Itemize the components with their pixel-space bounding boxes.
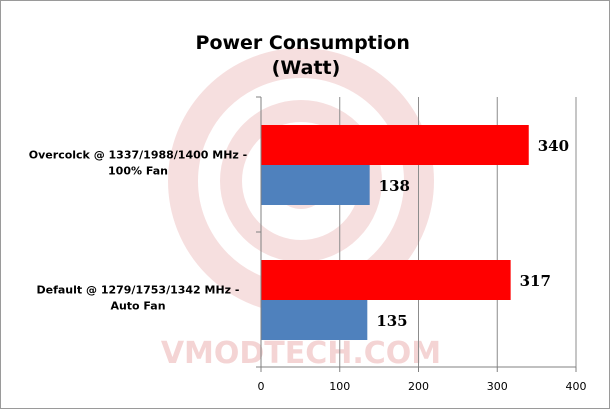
plot-area: 340 138 Overcolck @ 1337/1988/1400 MHz - 10… [29, 96, 587, 393]
x-tick-label: 300 [487, 380, 508, 393]
chart-title-line-1: Power Consumption [196, 32, 410, 54]
category-label: Overcolck @ 1337/1988/1400 MHz - [29, 149, 247, 162]
watermark-text: VMODTECH.COM [161, 336, 441, 371]
data-label: 135 [376, 312, 407, 330]
data-label: 340 [538, 137, 569, 155]
x-tick-label: 100 [329, 380, 350, 393]
x-tick-label: 200 [408, 380, 429, 393]
category-label: Auto Fan [110, 300, 165, 313]
x-tick-label: 0 [258, 380, 265, 393]
data-label: 317 [520, 272, 551, 290]
x-tick-label: 400 [566, 380, 587, 393]
chart-title: Power Consumption (Watt) [196, 32, 417, 79]
category-label: Default @ 1279/1753/1342 MHz - [37, 284, 240, 297]
bar [261, 300, 368, 340]
category-label: 100% Fan [108, 165, 168, 178]
chart-title-line-2: (Watt) [272, 57, 341, 79]
bar [261, 260, 511, 300]
bar [261, 165, 370, 205]
bar [261, 125, 529, 165]
data-label: 138 [379, 177, 410, 195]
